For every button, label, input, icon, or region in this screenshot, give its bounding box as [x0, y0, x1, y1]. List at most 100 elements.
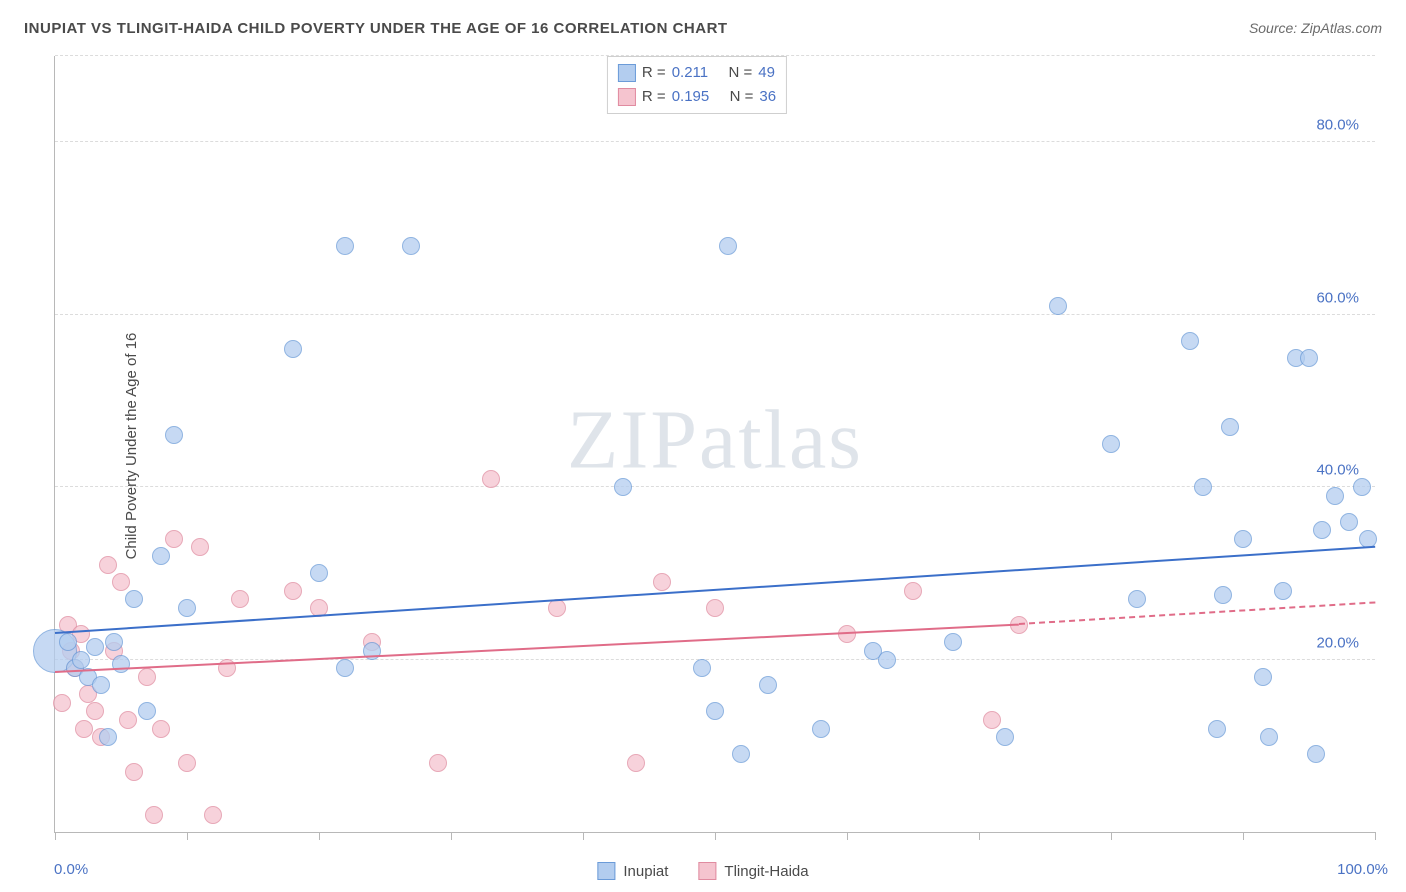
data-point-tlingit	[138, 668, 156, 686]
data-point-inupiat	[812, 720, 830, 738]
x-tick	[1375, 832, 1376, 840]
data-point-inupiat	[944, 633, 962, 651]
data-point-inupiat	[165, 426, 183, 444]
x-tick	[1111, 832, 1112, 840]
x-axis-min-label: 0.0%	[54, 861, 88, 878]
gridline	[55, 486, 1375, 487]
correlation-legend: R = 0.211 N = 49 R = 0.195 N = 36	[607, 56, 787, 114]
n-value-inupiat: 49	[758, 61, 775, 85]
chart-title: INUPIAT VS TLINGIT-HAIDA CHILD POVERTY U…	[24, 20, 728, 37]
data-point-tlingit	[178, 754, 196, 772]
data-point-inupiat	[878, 651, 896, 669]
data-point-tlingit	[145, 806, 163, 824]
legend-label-tlingit: Tlingit-Haida	[724, 863, 808, 880]
data-point-tlingit	[112, 573, 130, 591]
data-point-inupiat	[336, 659, 354, 677]
n-value-tlingit: 36	[759, 85, 776, 109]
data-point-inupiat	[402, 237, 420, 255]
data-point-inupiat	[693, 659, 711, 677]
data-point-inupiat	[1300, 349, 1318, 367]
data-point-inupiat	[1326, 487, 1344, 505]
y-tick-label: 40.0%	[1316, 462, 1359, 479]
r-value-tlingit: 0.195	[672, 85, 710, 109]
data-point-inupiat	[614, 478, 632, 496]
data-point-inupiat	[59, 633, 77, 651]
data-point-inupiat	[86, 638, 104, 656]
data-point-inupiat	[1128, 590, 1146, 608]
watermark-text: ZIPatlas	[567, 392, 863, 489]
data-point-tlingit	[53, 694, 71, 712]
data-point-inupiat	[1181, 332, 1199, 350]
data-point-inupiat	[719, 237, 737, 255]
x-tick	[715, 832, 716, 840]
data-point-tlingit	[125, 763, 143, 781]
data-point-tlingit	[119, 711, 137, 729]
data-point-inupiat	[1208, 720, 1226, 738]
n-label: N =	[730, 85, 754, 109]
data-point-inupiat	[310, 564, 328, 582]
data-point-inupiat	[1049, 297, 1067, 315]
y-tick-label: 80.0%	[1316, 117, 1359, 134]
data-point-inupiat	[99, 728, 117, 746]
data-point-tlingit	[191, 538, 209, 556]
data-point-inupiat	[1313, 521, 1331, 539]
x-tick	[451, 832, 452, 840]
x-tick	[979, 832, 980, 840]
data-point-tlingit	[482, 470, 500, 488]
legend-label-inupiat: Inupiat	[623, 863, 668, 880]
data-point-inupiat	[336, 237, 354, 255]
r-label: R =	[642, 61, 666, 85]
swatch-inupiat	[597, 862, 615, 880]
swatch-tlingit	[698, 862, 716, 880]
y-tick-label: 60.0%	[1316, 289, 1359, 306]
r-label: R =	[642, 85, 666, 109]
data-point-tlingit	[904, 582, 922, 600]
regression-line	[1019, 602, 1376, 626]
data-point-tlingit	[284, 582, 302, 600]
data-point-inupiat	[1102, 435, 1120, 453]
x-axis-max-label: 100.0%	[1337, 861, 1388, 878]
legend-row-tlingit: R = 0.195 N = 36	[618, 85, 776, 109]
r-value-inupiat: 0.211	[672, 61, 708, 85]
regression-line	[55, 545, 1375, 633]
data-point-inupiat	[1194, 478, 1212, 496]
data-point-inupiat	[1260, 728, 1278, 746]
legend-item-inupiat: Inupiat	[597, 862, 668, 880]
source-attribution: Source: ZipAtlas.com	[1249, 20, 1382, 36]
gridline	[55, 314, 1375, 315]
data-point-inupiat	[284, 340, 302, 358]
data-point-inupiat	[105, 633, 123, 651]
x-tick	[583, 832, 584, 840]
data-point-tlingit	[983, 711, 1001, 729]
data-point-inupiat	[1234, 530, 1252, 548]
n-label: N =	[728, 61, 752, 85]
data-point-inupiat	[1340, 513, 1358, 531]
data-point-tlingit	[429, 754, 447, 772]
data-point-inupiat	[1254, 668, 1272, 686]
data-point-tlingit	[86, 702, 104, 720]
data-point-inupiat	[1221, 418, 1239, 436]
data-point-tlingit	[152, 720, 170, 738]
data-point-inupiat	[1353, 478, 1371, 496]
data-point-tlingit	[706, 599, 724, 617]
data-point-inupiat	[1307, 745, 1325, 763]
data-point-inupiat	[92, 676, 110, 694]
scatter-plot-area: ZIPatlas R = 0.211 N = 49 R = 0.195 N = …	[54, 56, 1375, 833]
x-tick	[847, 832, 848, 840]
y-tick-label: 20.0%	[1316, 634, 1359, 651]
data-point-inupiat	[706, 702, 724, 720]
x-tick	[187, 832, 188, 840]
data-point-tlingit	[627, 754, 645, 772]
swatch-tlingit	[618, 88, 636, 106]
legend-item-tlingit: Tlingit-Haida	[698, 862, 808, 880]
x-tick	[319, 832, 320, 840]
data-point-inupiat	[178, 599, 196, 617]
data-point-tlingit	[231, 590, 249, 608]
data-point-inupiat	[125, 590, 143, 608]
data-point-inupiat	[138, 702, 156, 720]
data-point-tlingit	[99, 556, 117, 574]
data-point-inupiat	[112, 655, 130, 673]
gridline	[55, 659, 1375, 660]
data-point-tlingit	[165, 530, 183, 548]
series-legend: Inupiat Tlingit-Haida	[597, 862, 808, 880]
